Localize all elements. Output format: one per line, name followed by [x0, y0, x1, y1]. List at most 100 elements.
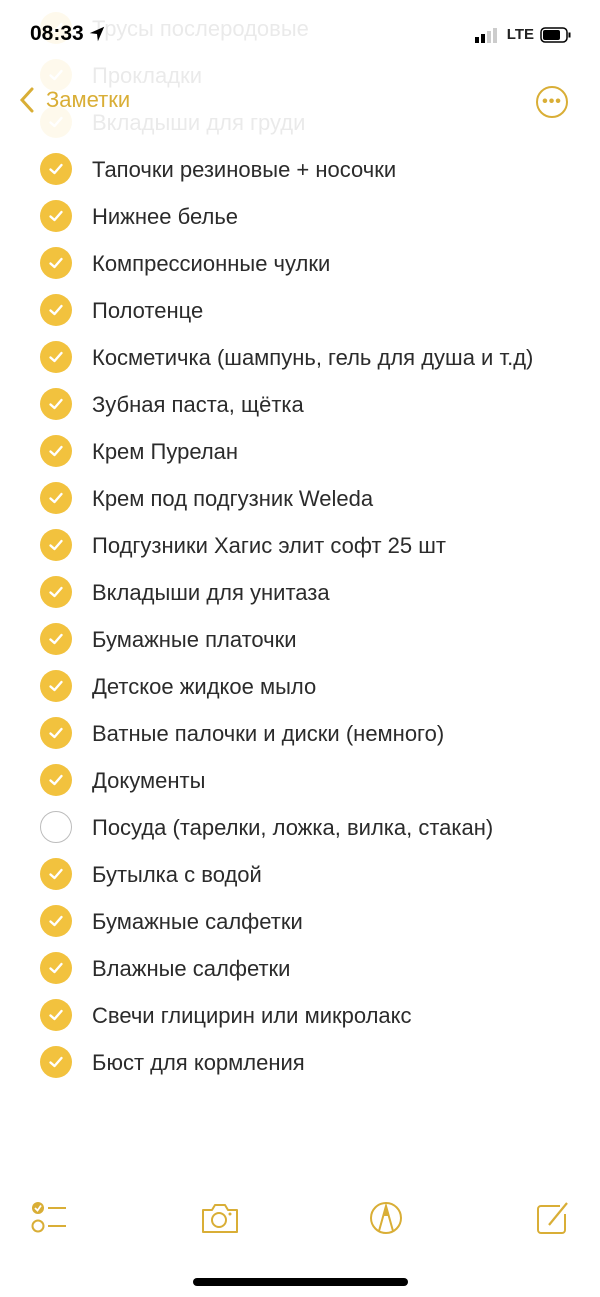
checkmark-icon — [49, 868, 63, 880]
item-text[interactable]: Подгузники Хагис элит софт 25 шт — [92, 533, 446, 558]
checked-checkbox[interactable] — [40, 999, 72, 1031]
unchecked-checkbox[interactable] — [40, 811, 72, 843]
checklist-item: Подгузники Хагис элит софт 25 шт — [0, 522, 600, 569]
item-text[interactable]: Косметичка (шампунь, гель для душа и т.д… — [92, 345, 534, 370]
status-right: LTE — [474, 26, 572, 43]
item-text[interactable]: Ватные палочки и диски (немного) — [92, 721, 445, 746]
checked-checkbox[interactable] — [40, 905, 72, 937]
checklist-icon — [31, 1202, 66, 1233]
time: 08:33 — [30, 22, 84, 45]
checkmark-icon — [49, 680, 63, 692]
checkmark-icon — [49, 962, 63, 974]
checked-checkbox[interactable] — [40, 529, 72, 561]
checklist-item: Документы — [0, 757, 600, 804]
battery-icon — [540, 26, 571, 43]
checkmark-icon — [49, 1009, 63, 1021]
item-text[interactable]: Посуда (тарелки, ложка, вилка, стакан) — [92, 815, 494, 840]
checklist-button[interactable] — [30, 1198, 70, 1238]
checklist-item: Детское жидкое мыло — [0, 663, 600, 710]
more-button[interactable]: ••• — [536, 86, 568, 118]
checklist-item: Вкладыши для унитаза — [0, 569, 600, 616]
camera-icon — [202, 1204, 238, 1233]
checkmark-icon — [49, 445, 63, 457]
checked-checkbox[interactable] — [40, 576, 72, 608]
checklist-item: Крем под подгузник Weleda — [0, 475, 600, 522]
checklist-item: Крем Пурелан — [0, 428, 600, 475]
checklist-item: Бумажные платочки — [0, 616, 600, 663]
checkmark-icon — [49, 774, 63, 786]
checkmark-icon — [49, 210, 63, 222]
checked-checkbox[interactable] — [40, 764, 72, 796]
compose-button[interactable] — [534, 1198, 574, 1238]
item-text[interactable]: Бумажные салфетки — [92, 909, 303, 934]
item-text[interactable]: Тапочки резиновые + носочки — [92, 157, 397, 182]
checked-checkbox[interactable] — [40, 388, 72, 420]
checklist-item: Полотенце — [0, 287, 600, 334]
markup-icon — [370, 1202, 402, 1234]
checked-checkbox[interactable] — [40, 341, 72, 373]
checklist-item: Косметичка (шампунь, гель для душа и т.д… — [0, 334, 600, 381]
checked-checkbox[interactable] — [40, 482, 72, 514]
checkmark-icon — [49, 633, 63, 645]
home-indicator[interactable] — [193, 1278, 408, 1286]
checklist-item: Свечи глицирин или микролакс — [0, 992, 600, 1039]
checked-checkbox[interactable] — [40, 200, 72, 232]
checklist-item: Посуда (тарелки, ложка, вилка, стакан) — [0, 804, 600, 851]
checklist-item: Тапочки резиновые + носочки — [0, 146, 600, 193]
checkmark-icon — [49, 163, 63, 175]
checklist-item: Нижнее белье — [0, 193, 600, 240]
header: 08:33 LTE Заметки ••• — [0, 0, 600, 140]
checkmark-icon — [49, 398, 63, 410]
network-label: LTE — [506, 26, 534, 43]
checklist-item: Зубная паста, щётка — [0, 381, 600, 428]
signal-icon — [474, 27, 497, 43]
item-text[interactable]: Полотенце — [92, 298, 204, 323]
item-text[interactable]: Бутылка с водой — [92, 862, 262, 887]
checkmark-icon — [49, 1056, 63, 1068]
back-button[interactable]: Заметки — [18, 86, 130, 114]
item-text[interactable]: Нижнее белье — [92, 204, 239, 229]
checked-checkbox[interactable] — [40, 1046, 72, 1078]
chevron-left-icon — [19, 87, 34, 113]
camera-button[interactable] — [200, 1198, 240, 1238]
checkmark-icon — [49, 586, 63, 598]
item-text[interactable]: Крем под подгузник Weleda — [92, 486, 374, 511]
checkmark-icon — [49, 351, 63, 363]
compose-icon — [537, 1202, 568, 1234]
checked-checkbox[interactable] — [40, 623, 72, 655]
checked-checkbox[interactable] — [40, 435, 72, 467]
checked-checkbox[interactable] — [40, 858, 72, 890]
markup-button[interactable] — [366, 1198, 406, 1238]
checklist-item: Влажные салфетки — [0, 945, 600, 992]
item-text[interactable]: Свечи глицирин или микролакс — [92, 1003, 412, 1028]
item-text[interactable]: Документы — [92, 768, 206, 793]
checked-checkbox[interactable] — [40, 247, 72, 279]
item-text[interactable]: Бумажные платочки — [92, 627, 297, 652]
checkmark-icon — [49, 539, 63, 551]
item-text[interactable]: Бюст для кормления — [92, 1050, 305, 1075]
checklist-item: Бюст для кормления — [0, 1039, 600, 1086]
item-text[interactable]: Вкладыши для унитаза — [92, 580, 330, 605]
item-text[interactable]: Крем Пурелан — [92, 439, 239, 464]
checked-checkbox[interactable] — [40, 153, 72, 185]
item-text[interactable]: Детское жидкое мыло — [92, 674, 317, 699]
checkmark-icon — [49, 304, 63, 316]
checklist-item: Компрессионные чулки — [0, 240, 600, 287]
location-icon — [89, 26, 104, 42]
checked-checkbox[interactable] — [40, 952, 72, 984]
checklist-item: Бумажные салфетки — [0, 898, 600, 945]
checked-checkbox[interactable] — [40, 717, 72, 749]
checkmark-icon — [49, 727, 63, 739]
item-text[interactable]: Компрессионные чулки — [92, 251, 331, 276]
checked-checkbox[interactable] — [40, 670, 72, 702]
checkmark-icon — [49, 915, 63, 927]
item-text[interactable]: Зубная паста, щётка — [92, 392, 304, 417]
checklist-item: Бутылка с водой — [0, 851, 600, 898]
checklist: Трусы послеродовыеПрокладкиВкладыши для … — [0, 5, 600, 1086]
back-label: Заметки — [46, 87, 131, 112]
checkmark-icon — [49, 492, 63, 504]
item-text[interactable]: Влажные салфетки — [92, 956, 291, 981]
checked-checkbox[interactable] — [40, 294, 72, 326]
status-time: 08:33 — [30, 22, 106, 46]
checkmark-icon — [49, 257, 63, 269]
